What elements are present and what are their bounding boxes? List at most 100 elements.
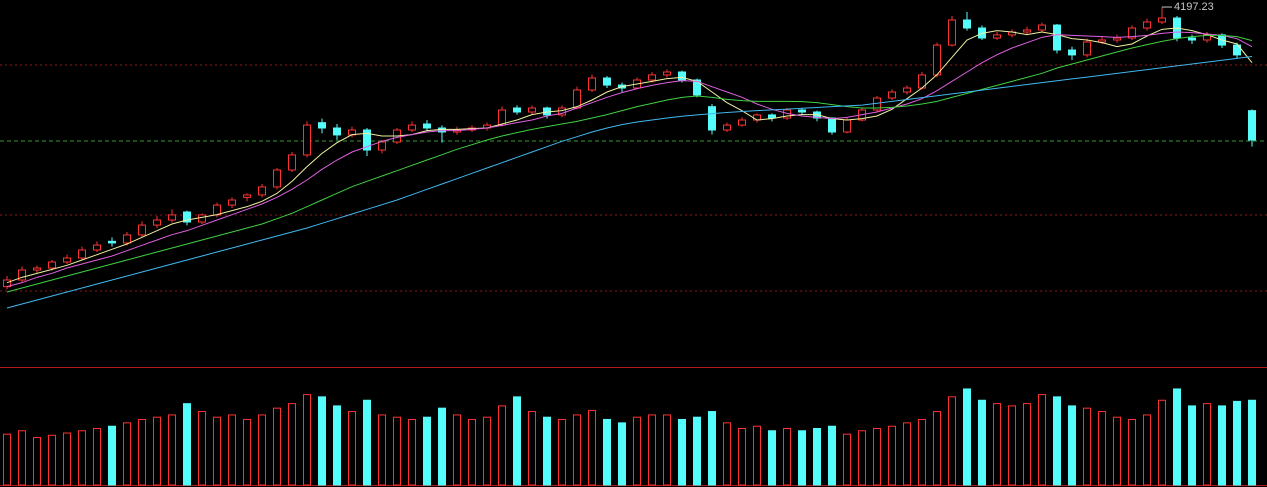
candle-body xyxy=(78,249,86,259)
volume-bar xyxy=(468,418,476,486)
candle-body xyxy=(708,106,716,131)
volume-bar xyxy=(408,418,416,486)
volume-bar xyxy=(153,416,161,486)
volume-bar xyxy=(738,428,746,486)
candle-body xyxy=(1158,17,1166,23)
candle-body xyxy=(63,257,71,263)
volume-bar xyxy=(993,403,1001,486)
volume-bar xyxy=(693,416,701,486)
candle-body xyxy=(528,107,536,113)
candle-body xyxy=(603,77,611,86)
candle-body xyxy=(663,71,671,76)
volume-bar xyxy=(573,414,581,486)
candle-body xyxy=(1128,27,1136,39)
candle-body xyxy=(513,107,521,113)
volume-bar xyxy=(78,430,86,486)
candle-body xyxy=(123,234,131,244)
candle-body xyxy=(588,77,596,91)
volume-bar xyxy=(1023,403,1031,486)
volume-bar xyxy=(588,409,596,486)
candle-body xyxy=(1188,37,1196,41)
volume-bar xyxy=(858,430,866,486)
candle-body xyxy=(138,224,146,236)
candle-body xyxy=(1248,110,1256,141)
candle-body xyxy=(1233,44,1241,56)
volume-bar xyxy=(888,425,896,486)
volume-bar xyxy=(1113,416,1121,486)
candle-body xyxy=(828,117,836,133)
volume-bar xyxy=(978,399,986,486)
volume-bar xyxy=(243,418,251,486)
volume-bar xyxy=(1128,418,1136,486)
candle-body xyxy=(288,154,296,171)
volume-bar xyxy=(348,411,356,486)
volume-bar xyxy=(258,414,266,486)
volume-bar xyxy=(1008,405,1016,486)
volume-bar xyxy=(333,405,341,486)
candle-body xyxy=(333,127,341,136)
candle-body xyxy=(1038,24,1046,31)
volume-bar xyxy=(918,418,926,486)
volume-bar xyxy=(228,414,236,486)
volume-bar xyxy=(273,407,281,486)
volume-bar xyxy=(198,411,206,486)
candle-body xyxy=(678,71,686,81)
volume-bar xyxy=(543,416,551,486)
candle-body xyxy=(273,169,281,188)
candle-body xyxy=(423,123,431,129)
volume-bar xyxy=(483,416,491,486)
candle-body xyxy=(48,261,56,269)
volume-bar xyxy=(528,411,536,486)
volume-bar xyxy=(1098,411,1106,486)
volume-bar xyxy=(903,422,911,486)
candle-body xyxy=(213,204,221,216)
volume-bar xyxy=(843,433,851,486)
high-label: 4197.23 xyxy=(1174,1,1214,13)
candle-body xyxy=(198,214,206,223)
volume-bar xyxy=(1143,414,1151,486)
moving-average xyxy=(6,56,1253,309)
volume-bar xyxy=(828,425,836,486)
candle-body xyxy=(1068,49,1076,56)
candle-body xyxy=(738,119,746,126)
candle-body xyxy=(843,119,851,133)
candle-body xyxy=(768,114,776,119)
candle-body xyxy=(888,91,896,99)
volume-bar xyxy=(1158,399,1166,486)
volume-bar xyxy=(648,414,656,486)
candle-body xyxy=(108,240,116,244)
candle-body xyxy=(963,19,971,29)
volume-bar xyxy=(498,405,506,486)
volume-bar xyxy=(1068,405,1076,486)
volume-bar xyxy=(138,418,146,486)
volume-bar xyxy=(183,403,191,486)
candle-body xyxy=(498,109,506,126)
candle-body xyxy=(1083,41,1091,56)
volume-bar xyxy=(708,411,716,486)
volume-bar xyxy=(453,414,461,486)
volume-bar xyxy=(783,428,791,486)
candle-body xyxy=(798,109,806,113)
volume-bar xyxy=(633,416,641,486)
candle-body xyxy=(1113,37,1121,41)
candle-body xyxy=(1053,24,1061,51)
candle-body xyxy=(693,79,701,96)
candle-body xyxy=(378,141,386,151)
volume-bar xyxy=(423,416,431,486)
volume-bar xyxy=(933,411,941,486)
volume-bar xyxy=(438,407,446,486)
candle-body xyxy=(363,129,371,151)
volume-bar xyxy=(948,396,956,486)
volume-bar xyxy=(33,437,41,486)
candle-body xyxy=(1023,29,1031,33)
volume-bar xyxy=(678,418,686,486)
volume-bar xyxy=(723,422,731,486)
volume-bar xyxy=(108,425,116,486)
volume-bar xyxy=(3,433,11,486)
volume-bar xyxy=(1053,396,1061,486)
volume-bar xyxy=(663,414,671,486)
candle-body xyxy=(183,211,191,223)
candle-body xyxy=(303,124,311,156)
volume-bar xyxy=(363,399,371,486)
